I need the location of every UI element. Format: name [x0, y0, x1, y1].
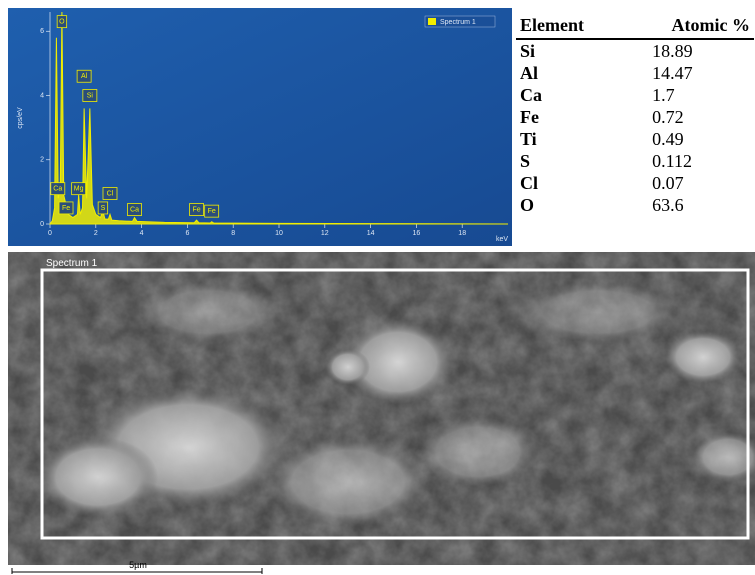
x-tick-label: 4 [140, 230, 144, 237]
x-tick-label: 18 [458, 230, 466, 237]
element: Ca [516, 84, 624, 106]
atomic-percent: 1.7 [624, 84, 754, 106]
scale-strip [8, 565, 755, 575]
element: Al [516, 62, 624, 84]
peak-label: Ca [53, 186, 62, 193]
legend-swatch [428, 18, 436, 25]
x-tick-label: 0 [48, 230, 52, 237]
atomic-percent: 18.89 [624, 39, 754, 62]
element: Fe [516, 106, 624, 128]
page: Spectrum 1 cps/eV keV 0 2 4 6 0 2 4 6 8 10 12 14 16 1… [0, 0, 755, 575]
x-tick-label: 10 [275, 230, 283, 237]
x-axis-label: keV [496, 236, 508, 243]
peak-label: Fe [192, 206, 200, 213]
peak-label: Ca [130, 206, 139, 213]
x-tick-label: 2 [94, 230, 98, 237]
peak-label: Mg [74, 186, 84, 193]
y-tick-label: 6 [40, 28, 44, 35]
element: Ti [516, 128, 624, 150]
element: Cl [516, 172, 624, 194]
peak-label: Fe [62, 205, 70, 212]
atomic-percent: 0.07 [624, 172, 754, 194]
peak-label: Al [81, 73, 88, 80]
region-label: Spectrum 1 [46, 258, 98, 269]
table-header: Element [516, 12, 624, 39]
x-tick-label: 14 [367, 230, 375, 237]
peak-label: O [59, 18, 65, 25]
atomic-percent: 14.47 [624, 62, 754, 84]
scale-bar-label: 5µm [129, 560, 147, 570]
y-tick-label: 0 [40, 221, 44, 228]
peak-label: Fe [208, 208, 216, 215]
table-header: Atomic % [624, 12, 754, 39]
peak-label: Si [87, 92, 94, 99]
x-tick-label: 12 [321, 230, 329, 237]
legend-label: Spectrum 1 [440, 19, 476, 26]
y-axis-label: cps/eV [17, 107, 24, 129]
peak-label: S [101, 205, 106, 212]
element: Si [516, 39, 624, 62]
element: O [516, 194, 624, 216]
x-tick-label: 16 [413, 230, 421, 237]
y-tick-label: 2 [40, 157, 44, 164]
x-tick-label: 6 [185, 230, 189, 237]
peak-label: Cl [107, 190, 114, 197]
atomic-percent: 0.112 [624, 150, 754, 172]
sem-image: Spectrum 1 5µm [8, 252, 755, 575]
y-tick-label: 4 [40, 92, 44, 99]
x-tick-label: 8 [231, 230, 235, 237]
element: S [516, 150, 624, 172]
atomic-percent: 0.72 [624, 106, 754, 128]
atomic-percent: 63.6 [624, 194, 754, 216]
spectrum-chart: Spectrum 1 cps/eV keV 0 2 4 6 0 2 4 6 8 10 12 14 16 1… [8, 8, 512, 246]
atomic-percent: 0.49 [624, 128, 754, 150]
